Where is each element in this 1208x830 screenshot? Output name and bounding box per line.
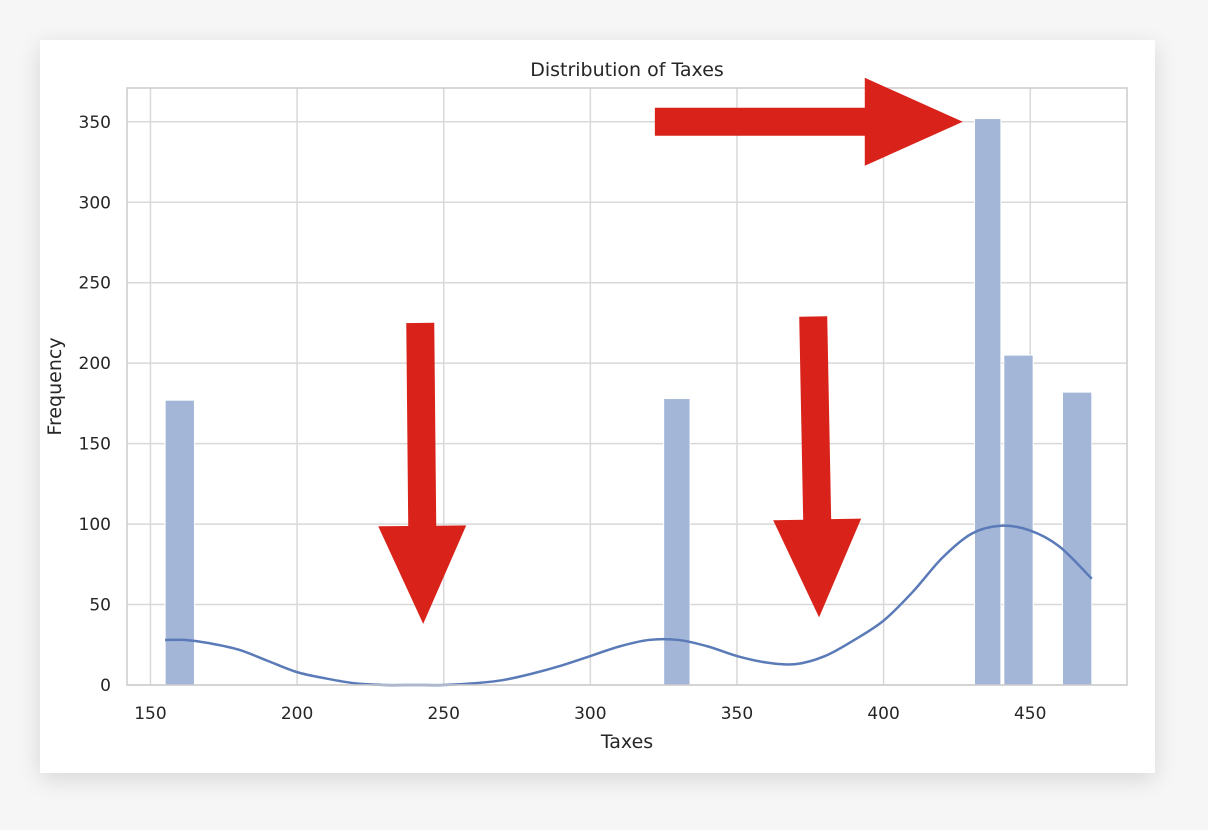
y-tick-label: 100 xyxy=(79,515,111,535)
histogram-chart: 150 200 250 300 350 400 450 0 50 100 150 200 250 300 3… xyxy=(44,59,1128,753)
plot-frame xyxy=(126,87,1128,686)
chart-title: Distribution of Taxes xyxy=(530,59,724,81)
histogram-bar xyxy=(663,398,691,686)
y-axis-label: Frequency xyxy=(44,337,66,435)
x-axis-label: Taxes xyxy=(600,731,653,753)
y-tick-label: 150 xyxy=(79,435,111,455)
histogram-bar xyxy=(1061,391,1093,686)
y-tick-label: 350 xyxy=(79,113,111,133)
chart-card: 150 200 250 300 350 400 450 0 50 100 150 200 250 300 3… xyxy=(40,40,1155,773)
y-tick-label: 200 xyxy=(79,354,111,374)
y-tick-label: 250 xyxy=(79,274,111,294)
x-tick-label: 350 xyxy=(721,704,753,724)
x-tick-label: 150 xyxy=(134,704,166,724)
kde-layer xyxy=(165,524,1093,687)
x-tick-label: 200 xyxy=(281,704,313,724)
kde-curve xyxy=(165,524,1093,687)
grid-layer xyxy=(127,88,1127,686)
x-tick-label: 250 xyxy=(427,704,459,724)
ticks-layer: 150 200 250 300 350 400 450 0 50 100 150 200 250 300 3… xyxy=(79,113,1047,724)
y-tick-label: 300 xyxy=(79,193,111,213)
y-tick-label: 0 xyxy=(100,676,111,696)
x-tick-label: 450 xyxy=(1014,704,1046,724)
bars-layer xyxy=(164,118,1093,686)
y-tick-label: 50 xyxy=(89,596,111,616)
x-tick-label: 300 xyxy=(574,704,606,724)
x-tick-label: 400 xyxy=(867,704,899,724)
red-arrow-annotation xyxy=(654,77,963,166)
histogram-bar xyxy=(164,399,195,686)
histogram-bar xyxy=(1003,354,1034,686)
red-arrow-annotation xyxy=(773,316,862,618)
arrows-layer xyxy=(378,77,963,624)
histogram-bar xyxy=(974,118,1002,686)
red-arrow-annotation xyxy=(378,322,467,624)
